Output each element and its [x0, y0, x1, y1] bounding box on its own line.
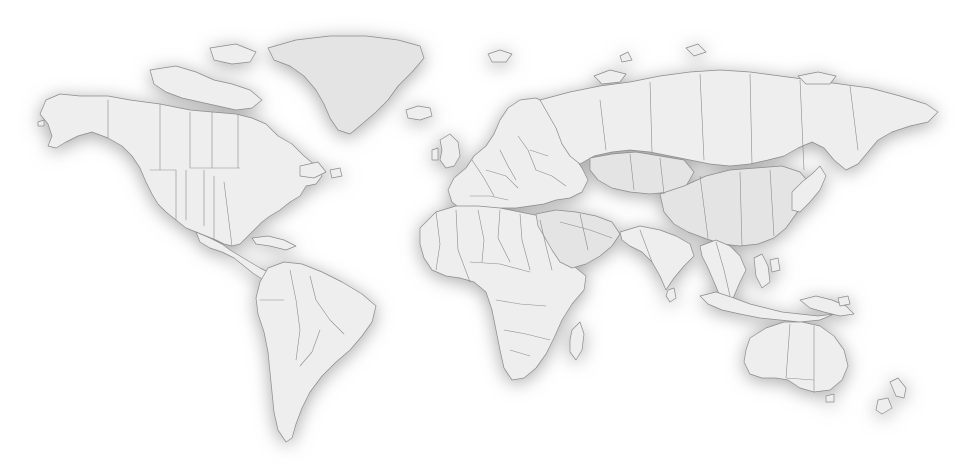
- country-border-21: [529, 149, 549, 157]
- country-border-36: [799, 79, 805, 171]
- country-border-17: [499, 149, 517, 181]
- country-border-12: [309, 275, 345, 335]
- region-arabia: [535, 209, 621, 269]
- country-border-26: [519, 213, 531, 271]
- region-arctic-islands: [149, 43, 263, 111]
- country-border-18: [517, 135, 537, 171]
- country-border-27: [539, 219, 553, 271]
- region-africa: [419, 205, 587, 381]
- region-philippines: [753, 253, 771, 289]
- region-australia: [743, 321, 849, 393]
- country-border-28: [469, 261, 531, 273]
- country-border-31: [509, 349, 531, 357]
- country-border-47: [785, 323, 815, 393]
- country-border-43: [559, 221, 613, 239]
- region-china-mongolia: [659, 165, 811, 247]
- country-border-42: [769, 169, 775, 237]
- country-border-13: [299, 329, 321, 367]
- region-south-america: [255, 261, 377, 443]
- island-9: [769, 257, 781, 273]
- country-border-30: [503, 329, 551, 341]
- island-3: [593, 69, 627, 85]
- island-10: [837, 295, 851, 307]
- country-border-20: [469, 195, 509, 201]
- island-6: [619, 51, 633, 63]
- region-southeast-asia: [699, 239, 747, 307]
- country-border-25: [497, 209, 511, 263]
- country-border-46: [715, 241, 731, 297]
- country-border-44: [579, 213, 589, 251]
- country-border-19: [535, 169, 567, 187]
- country-border-29: [495, 299, 547, 307]
- country-border-24: [477, 209, 485, 263]
- region-new-zealand: [875, 377, 907, 415]
- country-border-39: [659, 157, 665, 195]
- country-border-23: [455, 209, 471, 283]
- island-1: [37, 119, 45, 127]
- island-7: [299, 161, 327, 179]
- region-madagascar: [569, 321, 585, 361]
- country-border-32: [599, 99, 607, 151]
- island-11: [825, 393, 835, 403]
- region-greenland: [267, 35, 425, 135]
- country-border-6: [149, 169, 177, 221]
- region-new-guinea: [799, 295, 855, 317]
- region-russia: [539, 69, 939, 171]
- region-japan: [791, 165, 827, 213]
- country-border-38: [629, 153, 635, 191]
- country-border-33: [649, 81, 653, 153]
- region-sri-lanka: [665, 287, 677, 303]
- region-india: [619, 225, 695, 291]
- island-5: [797, 71, 837, 85]
- region-caribbean: [251, 235, 297, 251]
- country-border-35: [749, 73, 753, 165]
- island-8: [329, 167, 343, 179]
- country-border-45: [639, 229, 653, 263]
- country-border-22: [435, 211, 441, 271]
- country-border-41: [739, 171, 743, 247]
- country-border-37: [849, 85, 859, 151]
- region-north-america: [39, 93, 323, 247]
- country-border-11: [289, 269, 301, 361]
- country-border-15: [471, 159, 495, 197]
- region-iceland: [405, 105, 433, 121]
- region-british-isles: [431, 133, 461, 169]
- country-border-34: [699, 73, 705, 161]
- island-2: [487, 49, 513, 63]
- island-4: [685, 43, 707, 57]
- country-border-16: [485, 169, 519, 189]
- country-border-40: [699, 175, 709, 239]
- country-border-10: [223, 181, 233, 247]
- country-border-3: [189, 111, 241, 169]
